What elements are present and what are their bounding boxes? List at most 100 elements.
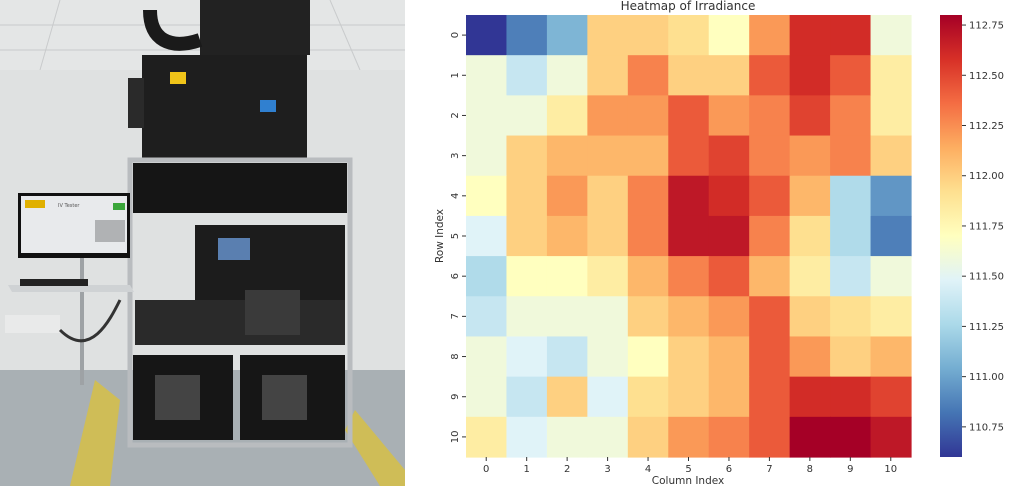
heatmap-cell [789,135,831,177]
heatmap-cell [708,336,750,378]
heatmap-cell [870,336,912,378]
heatmap-cell [708,175,750,217]
heatmap-cell [668,55,710,96]
heatmap-cell [546,215,588,257]
heatmap-cell [506,256,548,297]
heatmap-cell [708,55,750,96]
heatmap-cell [546,256,588,297]
heatmap-cell [789,376,831,418]
colorbar-ticks: 110.75 111.00 111.25 111.50 111.75 112.00 112.… [962,21,1004,433]
y-tick-label: 7 [450,313,461,319]
heatmap-cell [749,296,791,338]
heatmap-cell [627,95,669,137]
x-axis-label: Column Index [652,475,724,486]
heatmap-cell [466,95,508,137]
heatmap-cell [668,256,710,297]
y-tick-label: 10 [450,431,461,444]
x-tick-label: 9 [847,464,853,475]
heatmap-cell [627,296,669,338]
x-tick-label: 7 [766,464,772,475]
heatmap-cell [506,175,548,217]
heatmap-cell [830,296,872,338]
heatmap-cell [870,55,912,96]
colorbar-tick-label: 112.00 [969,171,1004,182]
heatmap-cell [830,376,872,418]
heatmap-cell [830,256,872,297]
heatmap-cell [708,256,750,297]
colorbar-tick-label: 110.75 [969,422,1004,433]
heatmap-cell [870,256,912,297]
x-tick-label: 10 [884,464,897,475]
heatmap-cell [506,336,548,378]
y-axis-label: Row Index [434,209,446,263]
heatmap-cell [587,256,629,297]
heatmap-cell [830,15,872,56]
y-tick-label: 2 [450,112,461,118]
heatmap-cell [506,376,548,418]
heatmap-cell [546,296,588,338]
heatmap-cell [627,416,669,458]
y-tick-label: 5 [450,233,461,239]
heatmap-cell [466,15,508,56]
colorbar-tick-label: 112.75 [969,21,1004,32]
colorbar [940,15,962,457]
heatmap-cell [830,175,872,217]
heatmap-cell [789,15,831,56]
heatmap-cell [668,15,710,56]
heatmap-cell [708,376,750,418]
heatmap-cell [587,215,629,257]
heatmap-cell [830,215,872,257]
heatmap-cell [466,135,508,177]
x-tick-label: 6 [726,464,732,475]
heatmap-cell [708,296,750,338]
heatmap-cell [789,296,831,338]
heatmap-cell [506,416,548,458]
heatmap-cell [627,135,669,177]
heatmap-cell [627,256,669,297]
heatmap-cell [546,376,588,418]
heatmap-cell [627,55,669,96]
heatmap-cell [506,95,548,137]
heatmap-cell [830,135,872,177]
heatmap-cell [466,336,508,378]
heatmap-cell [627,215,669,257]
heatmap-cell [627,376,669,418]
heatmap-cell [749,376,791,418]
x-tick-label: 0 [483,464,489,475]
heatmap-cell [466,376,508,418]
y-tick-label: 6 [450,273,461,279]
equipment-photo: IV Tester [0,0,405,486]
heatmap-cell [789,95,831,137]
heatmap-cell [870,135,912,177]
heatmap-cell [587,15,629,56]
colorbar-tick-label: 112.50 [969,71,1004,82]
heatmap-cell [506,15,548,56]
heatmap-cell [627,15,669,56]
heatmap-cell [708,416,750,458]
heatmap-cell [708,95,750,137]
heatmap-cell [789,215,831,257]
heatmap-cell [708,135,750,177]
heatmap-cell [546,95,588,137]
heatmap-cell [546,15,588,56]
heatmap-cell [668,175,710,217]
heatmap-cell [587,336,629,378]
heatmap-cell [506,296,548,338]
heatmap-cell [587,376,629,418]
heatmap-cell [789,175,831,217]
y-tick-label: 9 [450,394,461,400]
heatmap-cells [466,15,912,458]
heatmap-cell [587,175,629,217]
heatmap-cell [587,296,629,338]
heatmap-cell [870,296,912,338]
heatmap-cell [627,175,669,217]
heatmap-cell [749,95,791,137]
heatmap-cell [587,135,629,177]
colorbar-tick-label: 111.75 [969,221,1004,232]
x-tick-label: 3 [604,464,610,475]
lamp-housing-top [200,0,310,55]
x-tick-label: 2 [564,464,570,475]
keyboard [20,279,88,286]
heatmap-cell [830,336,872,378]
y-tick-label: 3 [450,152,461,158]
